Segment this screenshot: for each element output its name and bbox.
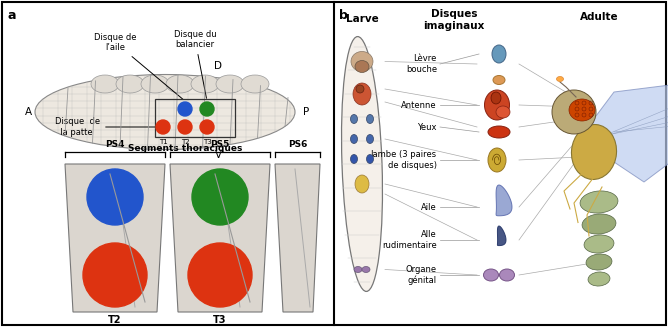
Ellipse shape [488, 126, 510, 138]
Text: T1: T1 [158, 139, 168, 145]
Text: Aile: Aile [422, 202, 437, 212]
Ellipse shape [588, 272, 610, 286]
Text: PS6: PS6 [288, 140, 307, 149]
Ellipse shape [35, 75, 295, 149]
Text: a: a [8, 9, 17, 22]
Text: V: V [214, 150, 222, 160]
Circle shape [188, 243, 252, 307]
Ellipse shape [354, 267, 362, 272]
Text: T3: T3 [202, 139, 211, 145]
Circle shape [156, 120, 170, 134]
Ellipse shape [351, 134, 357, 144]
Ellipse shape [355, 60, 369, 73]
Ellipse shape [584, 235, 614, 253]
Ellipse shape [496, 106, 510, 118]
Ellipse shape [484, 90, 510, 120]
Polygon shape [275, 164, 320, 312]
Ellipse shape [582, 214, 616, 234]
Ellipse shape [580, 191, 618, 213]
Ellipse shape [341, 37, 383, 291]
Polygon shape [65, 164, 165, 312]
Circle shape [200, 120, 214, 134]
Text: Segments thoraciques: Segments thoraciques [128, 144, 242, 153]
Ellipse shape [362, 267, 370, 272]
Text: Jambe (3 paires
de disques): Jambe (3 paires de disques) [371, 150, 437, 170]
Text: Lèvre
bouche: Lèvre bouche [406, 54, 437, 74]
Ellipse shape [556, 77, 564, 81]
Text: PS5: PS5 [210, 140, 230, 149]
Text: T2: T2 [108, 315, 122, 325]
Ellipse shape [488, 148, 506, 172]
Ellipse shape [216, 75, 244, 93]
Text: Disques
imaginaux: Disques imaginaux [424, 9, 485, 31]
Ellipse shape [367, 134, 373, 144]
Text: Disque du
balancier: Disque du balancier [174, 30, 216, 98]
Ellipse shape [91, 75, 119, 93]
Text: P: P [303, 107, 309, 117]
Circle shape [87, 169, 143, 225]
Ellipse shape [500, 269, 514, 281]
Text: Disque  de
  la patte: Disque de la patte [55, 117, 160, 137]
Circle shape [552, 90, 596, 134]
Text: T2: T2 [180, 139, 189, 145]
Text: A: A [25, 107, 31, 117]
Text: Disque de
l’aile: Disque de l’aile [94, 33, 183, 99]
Ellipse shape [367, 154, 373, 164]
Text: Antenne: Antenne [401, 100, 437, 110]
Ellipse shape [356, 85, 364, 93]
Polygon shape [496, 185, 512, 216]
Circle shape [200, 102, 214, 116]
Text: Alle
rudimentaire: Alle rudimentaire [382, 230, 437, 250]
Text: b: b [339, 9, 348, 22]
Ellipse shape [493, 76, 505, 84]
Ellipse shape [351, 114, 357, 124]
Text: Organe
génital: Organe génital [406, 265, 437, 285]
Ellipse shape [586, 254, 612, 270]
Ellipse shape [166, 75, 194, 93]
Ellipse shape [571, 125, 617, 180]
Circle shape [178, 102, 192, 116]
Ellipse shape [492, 45, 506, 63]
Polygon shape [170, 164, 270, 312]
Text: Yeux: Yeux [418, 123, 437, 131]
Circle shape [178, 120, 192, 134]
Ellipse shape [351, 51, 373, 72]
Ellipse shape [353, 83, 371, 105]
Ellipse shape [569, 99, 595, 121]
Ellipse shape [484, 269, 498, 281]
Text: PS4: PS4 [106, 140, 125, 149]
Polygon shape [498, 226, 506, 246]
Ellipse shape [367, 114, 373, 124]
Ellipse shape [351, 154, 357, 164]
Text: Adulte: Adulte [580, 12, 619, 22]
Circle shape [192, 169, 248, 225]
Ellipse shape [191, 75, 219, 93]
Text: T3: T3 [213, 315, 226, 325]
Ellipse shape [241, 75, 269, 93]
Text: Larve: Larve [345, 14, 378, 24]
Ellipse shape [355, 175, 369, 193]
Bar [155, 99, 235, 137]
Ellipse shape [141, 75, 169, 93]
Text: D: D [214, 61, 222, 71]
Ellipse shape [116, 75, 144, 93]
Polygon shape [584, 82, 668, 182]
Ellipse shape [491, 92, 501, 104]
Circle shape [83, 243, 147, 307]
